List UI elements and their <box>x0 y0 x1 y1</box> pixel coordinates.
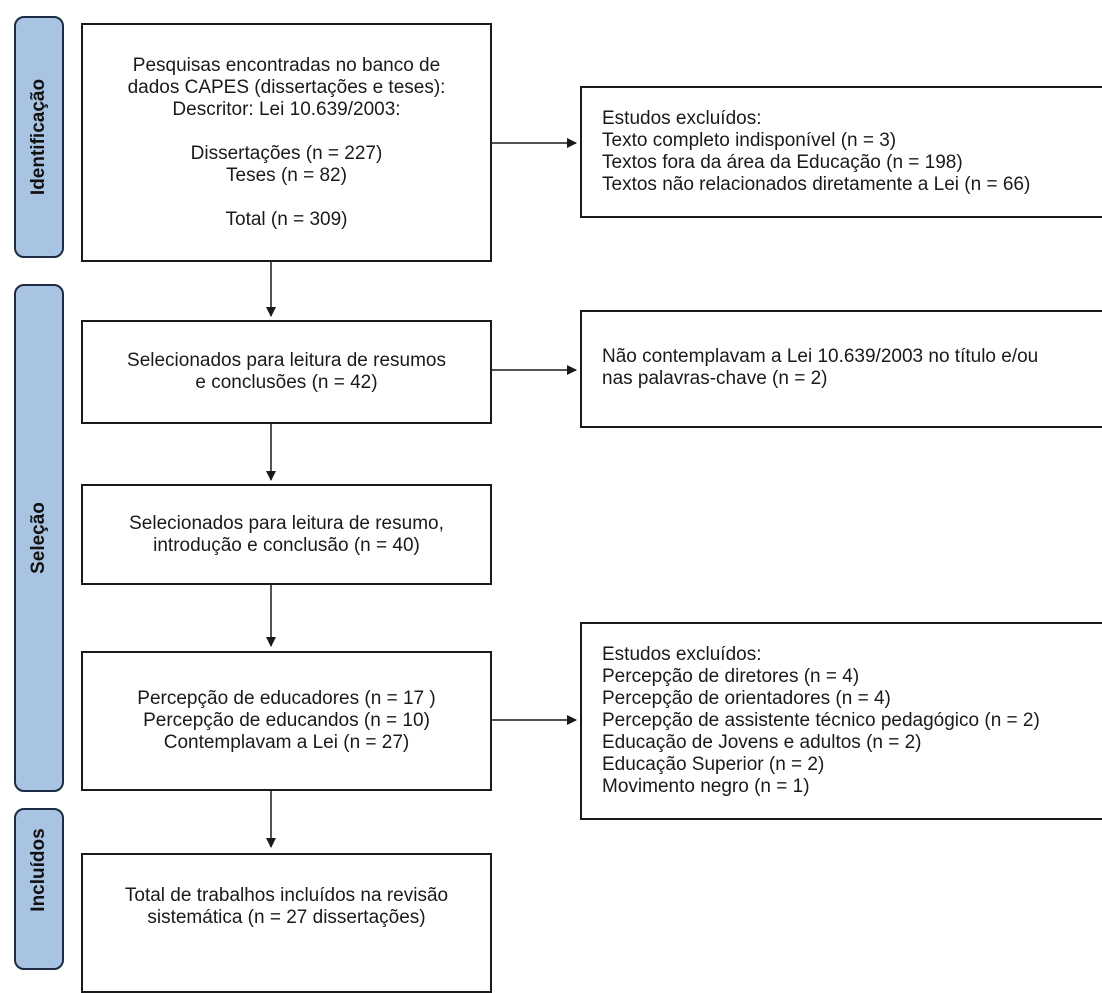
final-included-box: Total de trabalhos incluídos na revisão … <box>81 853 492 993</box>
stage-selection: Seleção <box>14 284 64 792</box>
intro-selection-box: Selecionados para leitura de resumo, int… <box>81 484 492 585</box>
search-line-3: Descritor: Lei 10.639/2003: <box>172 98 401 120</box>
search-results-box: Pesquisas encontradas no banco de dados … <box>81 23 492 262</box>
excluded-3-line-1: Estudos excluídos: <box>602 644 762 665</box>
intro-line-1: Selecionados para leitura de resumo, <box>129 512 444 534</box>
excluded-3-line-4: Percepção de assistente técnico pedagógi… <box>602 710 1040 731</box>
excluded-1-line-1: Estudos excluídos: <box>602 108 762 129</box>
final-line-1: Total de trabalhos incluídos na revisão <box>124 885 449 906</box>
flow-connectors <box>266 138 577 848</box>
search-line-2: dados CAPES (dissertações e teses): <box>127 76 446 98</box>
excluded-1-line-3: Textos fora da área da Educação (n = 198… <box>602 152 963 173</box>
search-line-theses: Teses (n = 82) <box>226 164 347 186</box>
excluded-studies-box-3: Estudos excluídos: Percepção de diretore… <box>580 622 1102 820</box>
search-line-1: Pesquisas encontradas no banco de <box>132 54 441 76</box>
final-line-2: sistemática (n = 27 dissertações) <box>147 907 426 928</box>
perception-line-students: Percepção de educandos (n = 10) <box>143 710 430 731</box>
perception-line-educators: Percepção de educadores (n = 17 ) <box>137 688 436 709</box>
excluded-3-line-6: Educação Superior (n = 2) <box>602 754 825 775</box>
search-line-total: Total (n = 309) <box>225 208 348 230</box>
excluded-studies-box-1: Estudos excluídos: Texto completo indisp… <box>580 86 1102 218</box>
excluded-3-line-3: Percepção de orientadores (n = 4) <box>602 688 891 709</box>
search-line-dissertations: Dissertações (n = 227) <box>190 142 383 164</box>
excluded-1-line-2: Texto completo indisponível (n = 3) <box>602 130 897 151</box>
excluded-1-line-4: Textos não relacionados diretamente a Le… <box>602 174 1031 195</box>
stage-identification: Identificação <box>14 16 64 258</box>
intro-line-2: introdução e conclusão (n = 40) <box>153 534 420 556</box>
excluded-3-line-2: Percepção de diretores (n = 4) <box>602 666 860 687</box>
abstracts-line-1: Selecionados para leitura de resumos <box>127 350 446 371</box>
abstracts-line-2: e conclusões (n = 42) <box>195 372 378 393</box>
perception-line-law: Contemplavam a Lei (n = 27) <box>163 732 410 753</box>
excluded-2-line-2: nas palavras-chave (n = 2) <box>602 368 828 389</box>
abstracts-selection-box: Selecionados para leitura de resumos e c… <box>81 320 492 424</box>
excluded-2-line-1: Não contemplavam a Lei 10.639/2003 no tí… <box>602 346 1039 367</box>
perception-box: Percepção de educadores (n = 17 ) Percep… <box>81 651 492 791</box>
excluded-3-line-5: Educação de Jovens e adultos (n = 2) <box>602 732 922 753</box>
excluded-studies-box-2: Não contemplavam a Lei 10.639/2003 no tí… <box>580 310 1102 428</box>
excluded-3-line-7: Movimento negro (n = 1) <box>602 776 810 797</box>
